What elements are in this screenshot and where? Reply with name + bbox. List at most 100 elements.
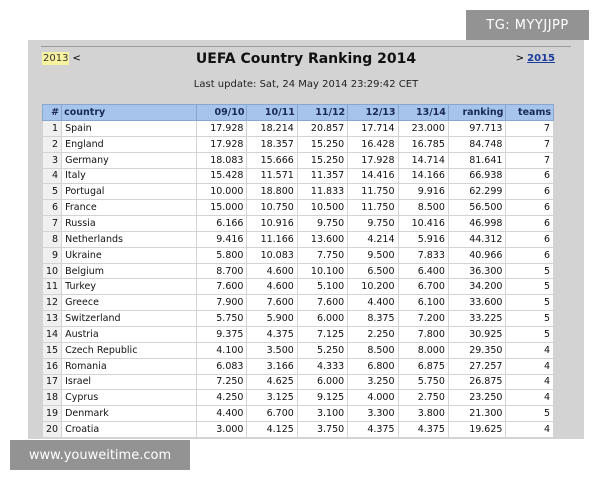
table-row: 13 Switzerland 5.750 5.900 6.000 8.375 7.200 33… — [41, 310, 554, 327]
teams-cell: 4 — [505, 341, 554, 359]
prev-year-nav: 2013 < — [42, 52, 81, 65]
rank-cell: 6 — [41, 199, 63, 217]
teams-cell: 5 — [505, 262, 554, 280]
rank-cell: 18 — [41, 389, 63, 407]
ranking-cell: 26.875 — [447, 373, 507, 391]
ranking-cell: 21.300 — [447, 405, 507, 423]
season-1112-cell: 10.100 — [296, 262, 349, 280]
ranking-cell: 44.312 — [447, 230, 507, 248]
prev-year-link[interactable]: 2013 — [42, 52, 70, 65]
rank-cell: 4 — [41, 167, 63, 185]
season-1213-cell: 3.250 — [347, 373, 399, 391]
season-0910-cell: 8.700 — [196, 262, 248, 280]
rank-cell: 1 — [41, 120, 63, 137]
rank-cell: 16 — [41, 357, 63, 375]
ranking-cell: 84.748 — [447, 135, 507, 153]
url-watermark: www.youweitime.com — [10, 440, 190, 470]
season-1011-cell: 10.916 — [246, 215, 298, 232]
season-0910-cell: 15.000 — [196, 199, 248, 217]
season-1213-cell: 17.714 — [347, 120, 399, 137]
season-0910-cell: 3.000 — [196, 421, 248, 438]
season-1112-cell: 11.833 — [296, 183, 349, 201]
rank-cell: 15 — [41, 341, 63, 359]
country-cell: Germany — [61, 151, 198, 169]
season-0910-cell: 17.928 — [196, 120, 248, 137]
season-1314-cell: 14.714 — [397, 151, 449, 169]
ranking-cell: 66.938 — [447, 167, 507, 185]
season-1011-cell: 11.166 — [246, 230, 298, 248]
season-1213-cell: 11.750 — [347, 199, 399, 217]
season-1112-cell: 3.100 — [296, 405, 349, 423]
header-1213: 12/13 — [347, 104, 399, 121]
country-cell: England — [61, 135, 198, 153]
country-cell: Spain — [61, 120, 198, 137]
country-cell: Belgium — [61, 262, 198, 280]
country-cell: Czech Republic — [61, 341, 198, 359]
season-1213-cell: 6.800 — [347, 357, 399, 375]
ranking-cell: 46.998 — [447, 215, 507, 232]
teams-cell: 5 — [505, 405, 554, 423]
season-1011-cell: 4.600 — [246, 262, 298, 280]
season-0910-cell: 4.250 — [196, 389, 248, 407]
country-cell: Romania — [61, 357, 198, 375]
teams-cell: 6 — [505, 246, 554, 264]
next-arrow[interactable]: > — [515, 53, 524, 64]
ranking-cell: 62.299 — [447, 183, 507, 201]
teams-cell: 6 — [505, 183, 554, 201]
season-0910-cell: 9.416 — [196, 230, 248, 248]
season-1112-cell: 20.857 — [296, 120, 349, 137]
season-1112-cell: 15.250 — [296, 135, 349, 153]
season-1011-cell: 11.571 — [246, 167, 298, 185]
season-1314-cell: 23.000 — [397, 120, 449, 137]
season-1011-cell: 4.375 — [246, 325, 298, 343]
header-teams: teams — [505, 104, 554, 121]
ranking-table: # country 09/10 10/11 11/12 12/13 13/14 … — [41, 104, 554, 438]
season-1112-cell: 5.250 — [296, 341, 349, 359]
season-0910-cell: 7.600 — [196, 278, 248, 296]
rank-cell: 19 — [41, 405, 63, 423]
season-1314-cell: 3.800 — [397, 405, 449, 423]
season-1213-cell: 17.928 — [347, 151, 399, 169]
season-1112-cell: 7.600 — [296, 294, 349, 312]
season-1314-cell: 8.500 — [397, 199, 449, 217]
rank-cell: 8 — [41, 230, 63, 248]
season-1314-cell: 9.916 — [397, 183, 449, 201]
season-0910-cell: 4.400 — [196, 405, 248, 423]
rank-cell: 14 — [41, 325, 63, 343]
season-0910-cell: 6.166 — [196, 215, 248, 232]
season-0910-cell: 5.750 — [196, 310, 248, 327]
country-cell: Croatia — [61, 421, 198, 438]
country-cell: Ukraine — [61, 246, 198, 264]
season-1011-cell: 18.214 — [246, 120, 298, 137]
season-1011-cell: 18.357 — [246, 135, 298, 153]
prev-arrow[interactable]: < — [72, 53, 81, 64]
teams-cell: 6 — [505, 199, 554, 217]
season-1213-cell: 4.375 — [347, 421, 399, 438]
teams-cell: 4 — [505, 389, 554, 407]
country-cell: Greece — [61, 294, 198, 312]
table-row: 8 Netherlands 9.416 11.166 13.600 4.214 5.916 4… — [41, 230, 554, 248]
season-1314-cell: 16.785 — [397, 135, 449, 153]
last-update: Last update: Sat, 24 May 2014 23:29:42 C… — [193, 79, 419, 90]
header-0910: 09/10 — [196, 104, 248, 121]
rank-cell: 5 — [41, 183, 63, 201]
rank-cell: 11 — [41, 278, 63, 296]
ranking-cell: 81.641 — [447, 151, 507, 169]
season-1213-cell: 10.200 — [347, 278, 399, 296]
ranking-cell: 36.300 — [447, 262, 507, 280]
table-row: 1 Spain 17.928 18.214 20.857 17.714 23.000 97.7… — [41, 120, 554, 137]
season-1011-cell: 4.600 — [246, 278, 298, 296]
season-1112-cell: 3.750 — [296, 421, 349, 438]
season-1112-cell: 10.500 — [296, 199, 349, 217]
season-1011-cell: 7.600 — [246, 294, 298, 312]
country-cell: Cyprus — [61, 389, 198, 407]
season-1011-cell: 3.500 — [246, 341, 298, 359]
teams-cell: 4 — [505, 373, 554, 391]
table-row: 12 Greece 7.900 7.600 7.600 4.400 6.100 33.600 5 — [41, 294, 554, 312]
header-country: country — [61, 104, 198, 121]
header-1314: 13/14 — [397, 104, 449, 121]
teams-cell: 4 — [505, 357, 554, 375]
next-year-link[interactable]: 2015 — [527, 53, 555, 64]
ranking-cell: 30.925 — [447, 325, 507, 343]
table-row: 11 Turkey 7.600 4.600 5.100 10.200 6.700 34.200… — [41, 278, 554, 296]
